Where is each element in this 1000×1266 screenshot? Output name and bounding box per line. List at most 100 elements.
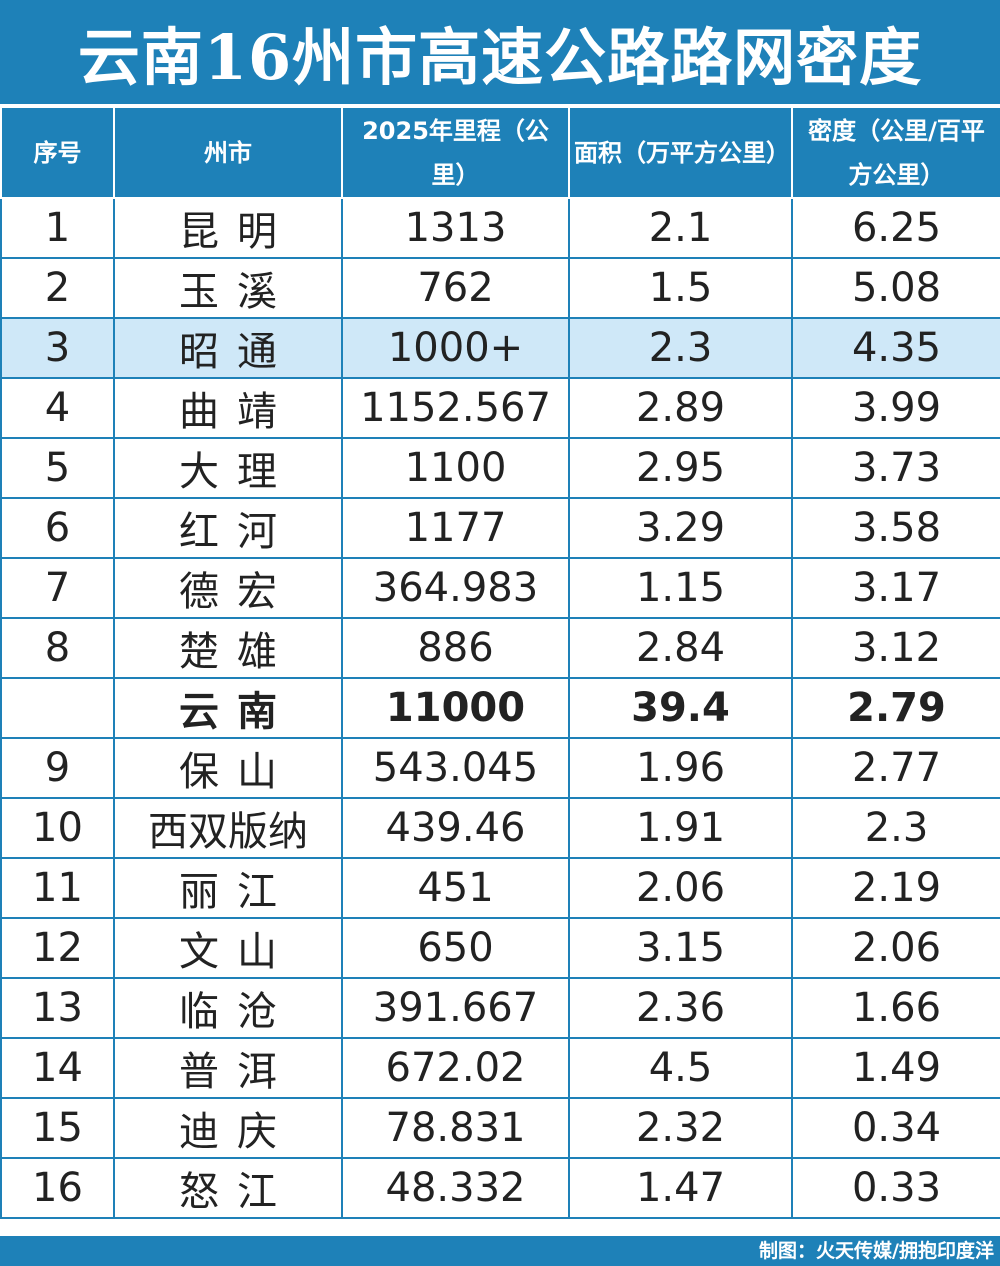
table-row: 2 玉溪 762 1.5 5.08 — [0, 257, 1000, 319]
cell-density: 5.08 — [791, 257, 1000, 319]
cell-density: 6.25 — [791, 197, 1000, 259]
cell-city: 德宏 — [113, 557, 343, 619]
cell-density: 3.12 — [791, 617, 1000, 679]
table-row: 5 大理 1100 2.95 3.73 — [0, 437, 1000, 499]
cell-city: 普洱 — [113, 1037, 343, 1099]
header-no: 序号 — [0, 106, 115, 199]
footer-credit: 制图：火天传媒/拥抱印度洋 — [759, 1240, 994, 1262]
cell-area: 2.95 — [568, 437, 793, 499]
cell-area: 39.4 — [568, 677, 793, 739]
cell-no: 2 — [0, 257, 115, 319]
cell-mileage: 48.332 — [341, 1157, 570, 1219]
footer-bar — [0, 1236, 1000, 1266]
cell-city: 云南 — [113, 677, 343, 739]
cell-density: 0.34 — [791, 1097, 1000, 1159]
table-row: 16 怒江 48.332 1.47 0.33 — [0, 1157, 1000, 1219]
cell-area: 3.29 — [568, 497, 793, 559]
cell-area: 1.5 — [568, 257, 793, 319]
table-row: 11 丽江 451 2.06 2.19 — [0, 857, 1000, 919]
cell-area: 2.06 — [568, 857, 793, 919]
cell-mileage: 364.983 — [341, 557, 570, 619]
cell-city: 西双版纳 — [113, 797, 343, 859]
cell-density: 1.49 — [791, 1037, 1000, 1099]
cell-area: 2.36 — [568, 977, 793, 1039]
cell-area: 4.5 — [568, 1037, 793, 1099]
table-body: 1 昆明 1313 2.1 6.25 2 玉溪 762 1.5 5.08 3 昭通 1000+ 2.3 4.… — [0, 197, 1000, 1219]
header-mileage: 2025年里程（公里） — [341, 106, 570, 199]
cell-area: 2.3 — [568, 317, 793, 379]
cell-no: 5 — [0, 437, 115, 499]
cell-mileage: 439.46 — [341, 797, 570, 859]
cell-city: 昆明 — [113, 197, 343, 259]
cell-density: 2.79 — [791, 677, 1000, 739]
header-density: 密度（公里/百平方公里） — [791, 106, 1000, 199]
header-city: 州市 — [113, 106, 343, 199]
cell-density: 3.73 — [791, 437, 1000, 499]
cell-mileage: 391.667 — [341, 977, 570, 1039]
table-row: 10 西双版纳 439.46 1.91 2.3 — [0, 797, 1000, 859]
cell-mileage: 886 — [341, 617, 570, 679]
cell-no: 4 — [0, 377, 115, 439]
cell-city: 楚雄 — [113, 617, 343, 679]
header-row: 序号 州市 2025年里程（公里） 面积（万平方公里） 密度（公里/百平方公里） — [0, 106, 1000, 199]
table-row: 14 普洱 672.02 4.5 1.49 — [0, 1037, 1000, 1099]
cell-mileage: 11000 — [341, 677, 570, 739]
cell-area: 3.15 — [568, 917, 793, 979]
cell-city: 曲靖 — [113, 377, 343, 439]
cell-mileage: 672.02 — [341, 1037, 570, 1099]
cell-area: 2.89 — [568, 377, 793, 439]
cell-no: 12 — [0, 917, 115, 979]
cell-no: 14 — [0, 1037, 115, 1099]
cell-city: 保山 — [113, 737, 343, 799]
cell-city: 文山 — [113, 917, 343, 979]
cell-density: 0.33 — [791, 1157, 1000, 1219]
table-row: 云南 11000 39.4 2.79 — [0, 677, 1000, 739]
cell-no: 6 — [0, 497, 115, 559]
cell-mileage: 650 — [341, 917, 570, 979]
cell-density: 1.66 — [791, 977, 1000, 1039]
table-row: 1 昆明 1313 2.1 6.25 — [0, 197, 1000, 259]
cell-mileage: 451 — [341, 857, 570, 919]
cell-no: 10 — [0, 797, 115, 859]
cell-density: 2.06 — [791, 917, 1000, 979]
table-row: 13 临沧 391.667 2.36 1.66 — [0, 977, 1000, 1039]
cell-area: 2.1 — [568, 197, 793, 259]
cell-no: 8 — [0, 617, 115, 679]
cell-area: 1.15 — [568, 557, 793, 619]
cell-mileage: 543.045 — [341, 737, 570, 799]
header-area: 面积（万平方公里） — [568, 106, 793, 199]
cell-city: 昭通 — [113, 317, 343, 379]
cell-area: 1.96 — [568, 737, 793, 799]
cell-no — [0, 677, 115, 739]
cell-mileage: 78.831 — [341, 1097, 570, 1159]
cell-no: 11 — [0, 857, 115, 919]
cell-city: 丽江 — [113, 857, 343, 919]
cell-no: 13 — [0, 977, 115, 1039]
cell-city: 大理 — [113, 437, 343, 499]
table-row: 8 楚雄 886 2.84 3.12 — [0, 617, 1000, 679]
cell-density: 3.58 — [791, 497, 1000, 559]
cell-no: 7 — [0, 557, 115, 619]
cell-mileage: 1100 — [341, 437, 570, 499]
cell-city: 迪庆 — [113, 1097, 343, 1159]
table-row: 9 保山 543.045 1.96 2.77 — [0, 737, 1000, 799]
cell-mileage: 1000+ — [341, 317, 570, 379]
title-bar: 云南16州市高速公路路网密度 — [0, 0, 1000, 104]
table-row: 7 德宏 364.983 1.15 3.17 — [0, 557, 1000, 619]
cell-mileage: 1152.567 — [341, 377, 570, 439]
cell-area: 2.84 — [568, 617, 793, 679]
cell-no: 16 — [0, 1157, 115, 1219]
table-row: 15 迪庆 78.831 2.32 0.34 — [0, 1097, 1000, 1159]
cell-mileage: 1177 — [341, 497, 570, 559]
cell-area: 1.47 — [568, 1157, 793, 1219]
cell-no: 9 — [0, 737, 115, 799]
cell-mileage: 762 — [341, 257, 570, 319]
cell-no: 3 — [0, 317, 115, 379]
table-row: 4 曲靖 1152.567 2.89 3.99 — [0, 377, 1000, 439]
cell-no: 15 — [0, 1097, 115, 1159]
cell-density: 2.19 — [791, 857, 1000, 919]
table-row: 12 文山 650 3.15 2.06 — [0, 917, 1000, 979]
cell-density: 2.77 — [791, 737, 1000, 799]
cell-city: 临沧 — [113, 977, 343, 1039]
